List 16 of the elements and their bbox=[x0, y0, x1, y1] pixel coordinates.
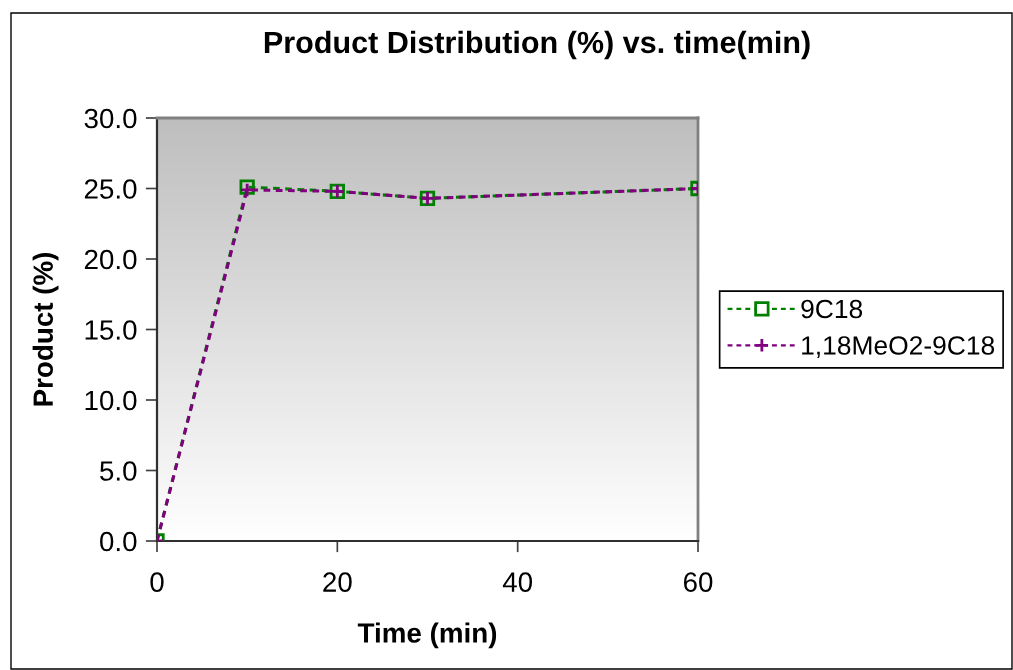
legend-label: 1,18MeO2-9C18 bbox=[802, 336, 995, 358]
y-tick-label: 10.0 bbox=[85, 390, 137, 411]
y-tick-label: 5.0 bbox=[100, 461, 137, 481]
x-tick-label: 20 bbox=[323, 572, 352, 592]
chart-title: Product Distribution (%) vs. time(min) bbox=[264, 30, 810, 60]
y-tick-label: 25.0 bbox=[84, 179, 137, 199]
x-axis-title: Time (min) bbox=[357, 622, 497, 649]
legend-label: 9C18 bbox=[801, 299, 863, 319]
y-tick-label: 20.0 bbox=[84, 249, 137, 270]
x-tick-label: 0 bbox=[150, 572, 164, 592]
x-tick-label: 60 bbox=[683, 572, 713, 592]
y-tick-label: 30.0 bbox=[84, 108, 137, 129]
y-tick-label: 0.0 bbox=[100, 531, 137, 552]
y-axis-title: Product (%) bbox=[32, 252, 59, 406]
x-tick-label: 40 bbox=[502, 572, 533, 592]
y-tick-label: 15.0 bbox=[85, 320, 137, 340]
